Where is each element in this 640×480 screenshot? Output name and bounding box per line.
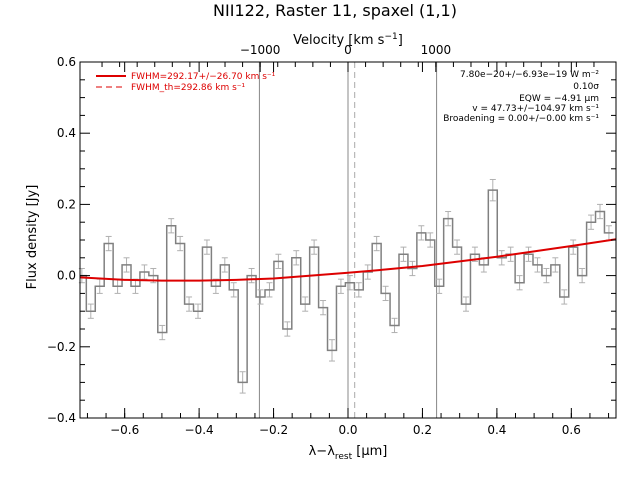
annotation-velocity: v = 47.73+/−104.97 km s⁻¹: [472, 104, 599, 114]
top-axis-label: Velocity [km s−1]: [293, 32, 403, 48]
y-tick-label: −0.2: [47, 340, 76, 354]
fit-curve: [79, 238, 617, 282]
plot-frame: [79, 61, 617, 419]
reference-lines: [258, 62, 438, 418]
top-tick-label: 0: [344, 43, 352, 57]
annotation-broadening: Broadening = 0.00+/−0.00 km s⁻¹: [443, 114, 599, 124]
legend-label-fwhm: FWHM=292.17+/−26.70 km s⁻¹: [131, 72, 276, 82]
chart-title: NII122, Raster 11, spaxel (1,1): [213, 1, 457, 20]
legend: FWHM=292.17+/−26.70 km s⁻¹ FWHM_th=292.8…: [96, 72, 276, 93]
top-tick-label: −1000: [240, 43, 281, 57]
annotation-flux: 7.80e−20+/−6.93e−19 W m⁻²: [460, 70, 599, 80]
x-tick-label: −0.4: [185, 423, 214, 437]
y-tick-label: −0.4: [47, 411, 76, 425]
x-axis-ticks: −0.6 −0.4 −0.2 0.0 0.2 0.4 0.6: [86, 62, 610, 437]
y-tick-label: 0.0: [57, 269, 76, 283]
x-axis-label: λ−λrest [μm]: [309, 444, 388, 462]
fit-annotations: 7.80e−20+/−6.93e−19 W m⁻² 0.10σ EQW = −4…: [443, 70, 599, 124]
top-axis-ticks: −1000 0 1000: [101, 43, 595, 72]
x-tick-label: −0.2: [259, 423, 288, 437]
annotation-eqw: EQW = −4.91 μm: [519, 94, 599, 104]
x-tick-label: 0.4: [487, 423, 506, 437]
legend-label-fwhm-th: FWHM_th=292.86 km s⁻¹: [131, 83, 246, 93]
top-tick-label: 1000: [421, 43, 452, 57]
y-tick-label: 0.2: [57, 197, 76, 211]
x-tick-label: 0.2: [413, 423, 432, 437]
y-axis-label: Flux density [Jy]: [25, 185, 40, 290]
annotation-sigma: 0.10σ: [573, 82, 599, 92]
y-axis-ticks: −0.4 −0.2 0.0 0.2 0.4 0.6: [47, 55, 616, 425]
y-tick-label: 0.4: [57, 126, 76, 140]
x-tick-label: 0.6: [562, 423, 581, 437]
x-tick-label: 0.0: [338, 423, 357, 437]
y-tick-label: 0.6: [57, 55, 76, 69]
x-tick-label: −0.6: [110, 423, 139, 437]
data-steps: [80, 189, 614, 384]
